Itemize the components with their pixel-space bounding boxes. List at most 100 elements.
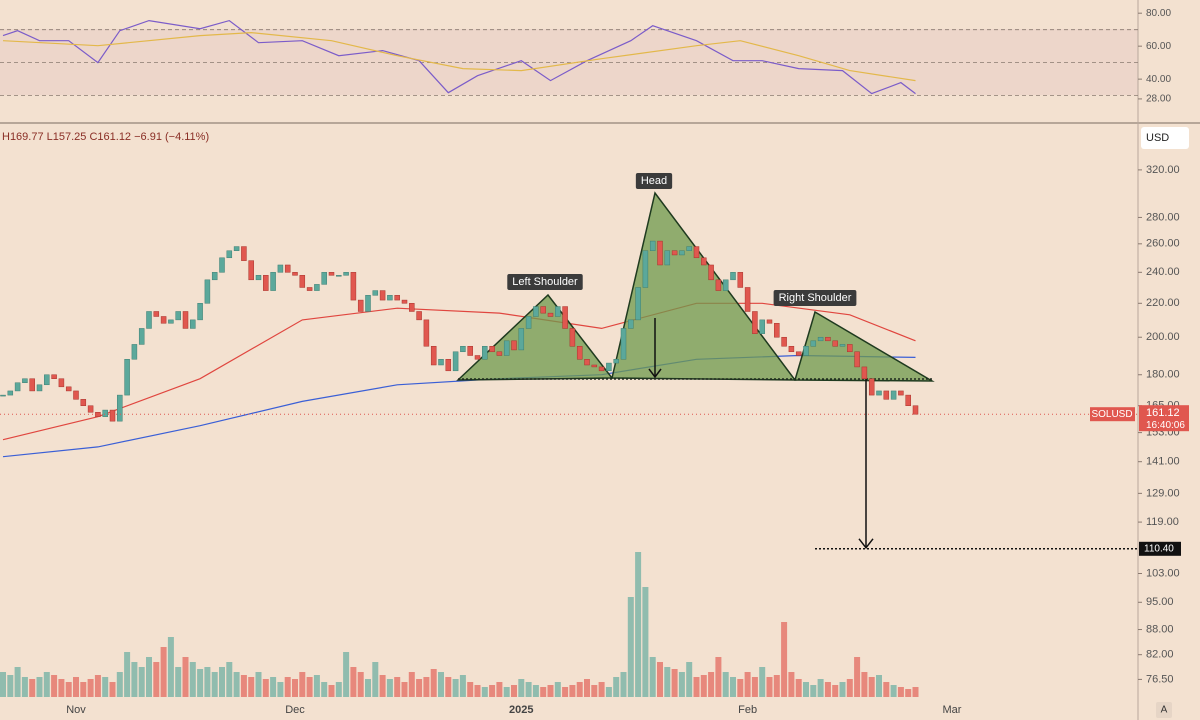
candle [277, 264, 284, 273]
annotation: Head [641, 175, 667, 187]
rsi-tick-label: 60.00 [1146, 41, 1171, 52]
candle [284, 264, 291, 273]
candle [160, 316, 167, 324]
volume-bar [649, 657, 656, 697]
volume-bar [197, 669, 204, 697]
volume-bar [547, 685, 554, 697]
candle [124, 359, 130, 396]
volume-bar [890, 685, 897, 697]
volume-bar [481, 687, 488, 697]
volume-bar [109, 682, 116, 697]
volume-bar [430, 669, 437, 697]
candle [905, 394, 911, 406]
candle [525, 316, 532, 329]
candle [912, 405, 919, 415]
volume-bar [416, 679, 423, 697]
y-tick-label: 180.00 [1146, 369, 1180, 381]
candle [890, 390, 897, 400]
candle [255, 275, 262, 281]
volume-bar [605, 687, 612, 697]
x-tick-label: Nov [66, 704, 86, 716]
volume-bar [751, 677, 758, 697]
rsi-tick-label: 80.00 [1146, 8, 1171, 19]
candle [817, 336, 824, 342]
x-tick-label: Feb [738, 704, 757, 716]
candles [0, 240, 919, 422]
candle [715, 279, 722, 291]
y-tick-label: 129.00 [1146, 487, 1180, 499]
volume-bar [554, 682, 561, 697]
volume-bar [313, 675, 320, 697]
currency: USD [1146, 132, 1169, 144]
volume-bar [386, 679, 393, 697]
volume-bar [102, 677, 109, 697]
candle [0, 394, 6, 397]
candle [438, 359, 444, 366]
candle [138, 328, 145, 345]
volume-bar [80, 682, 87, 697]
candle [482, 345, 488, 360]
candle [511, 340, 517, 351]
annotation-box [507, 274, 583, 290]
y-tick-label: 260.00 [1146, 238, 1180, 250]
y-tick-label: 95.00 [1146, 596, 1174, 608]
volume-bar [569, 685, 576, 697]
price-value: 161.12 [1146, 407, 1180, 419]
candle [686, 246, 692, 251]
candle [467, 345, 473, 356]
auto-button-label[interactable]: A [1161, 705, 1168, 716]
y-tick-label: 103.00 [1146, 567, 1180, 579]
volume-bar [343, 652, 350, 697]
volume-bar [226, 662, 233, 697]
rsi-tick-label: 40.00 [1146, 74, 1171, 85]
volume-bar [292, 679, 298, 697]
volume-bar [876, 675, 882, 697]
candle [51, 374, 57, 379]
symbol: SOLUSD [1091, 409, 1132, 420]
candle [241, 246, 247, 261]
volume-bar [642, 587, 649, 697]
candle [175, 311, 181, 321]
volume-bar [43, 672, 50, 697]
candle [489, 345, 495, 353]
candle [263, 275, 269, 291]
volume-bar [518, 679, 525, 697]
volume-bar [627, 597, 634, 697]
volume-bar [36, 677, 43, 697]
volume-bar [328, 685, 335, 697]
labels: 320.00 280.00 260.00 240.00 220.00 200.00 180.… [0, 164, 1189, 716]
volume-bar [131, 662, 138, 697]
currency-box [1141, 127, 1189, 149]
candle [197, 303, 203, 321]
auto-button[interactable] [1156, 702, 1172, 718]
candle [182, 311, 189, 329]
candle [832, 340, 838, 347]
candle [314, 284, 320, 291]
candle [664, 250, 671, 266]
volume-bar [905, 689, 912, 697]
y-tick-label: 200.00 [1146, 331, 1180, 343]
candle [839, 344, 846, 347]
candle [219, 257, 225, 273]
volume-bar [525, 682, 532, 697]
volume-bar [299, 672, 306, 697]
candle [153, 311, 160, 317]
volume-bar [21, 677, 28, 697]
rsi-line [2, 31, 916, 82]
candle [22, 378, 28, 383]
candle [737, 272, 744, 288]
candle [336, 275, 342, 277]
volume-bar [189, 662, 196, 697]
volume-bar [138, 667, 145, 697]
volume-bar [0, 672, 6, 697]
candle [102, 409, 108, 417]
candle [387, 295, 393, 301]
volume-bar [540, 687, 547, 697]
volume-bar [846, 679, 853, 697]
volume-bar [868, 677, 875, 697]
candle [744, 287, 751, 312]
candle [781, 336, 787, 347]
